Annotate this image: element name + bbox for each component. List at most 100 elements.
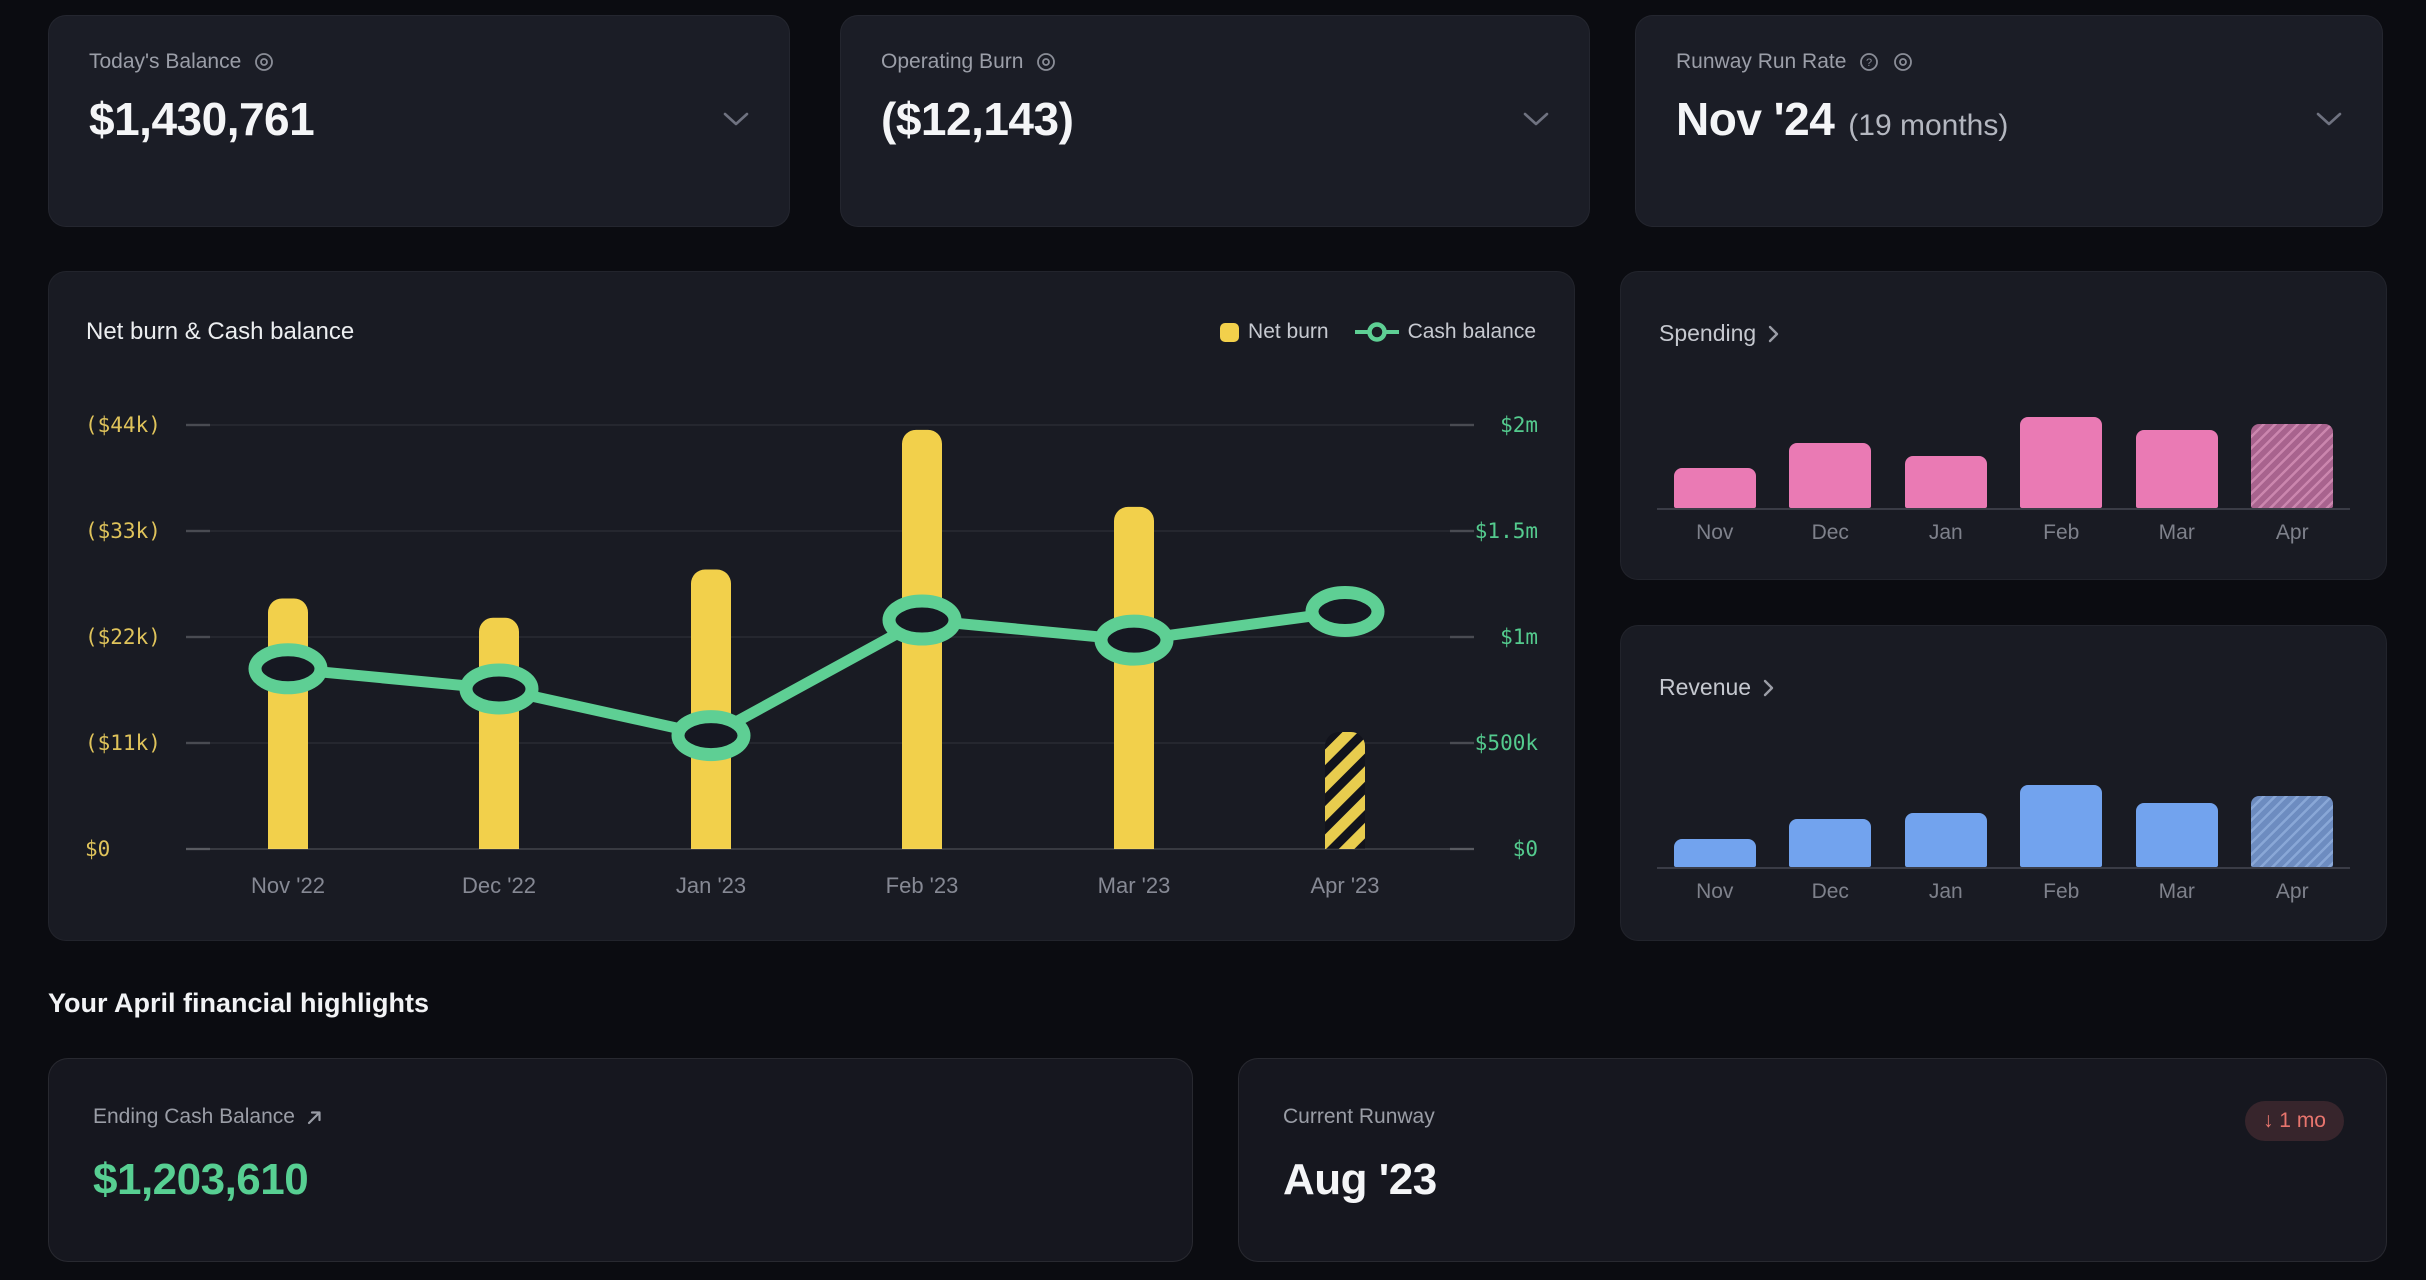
chevron-right-icon [1763, 679, 1774, 696]
chevron-down-icon[interactable] [1523, 112, 1549, 127]
revenue-label-Apr: Apr [2275, 880, 2309, 903]
legend-item-cash-balance[interactable]: Cash balance [1354, 320, 1536, 344]
cash-balance-marker-Feb '23 [882, 594, 962, 646]
spending-label-Dec: Dec [1811, 521, 1849, 544]
stat-card-todays-balance[interactable]: Today's Balance $1,430,761 [48, 15, 790, 227]
chart-title: Net burn & Cash balance [86, 318, 355, 345]
svg-text:($33k): ($33k) [85, 519, 161, 543]
spending-title: Spending [1659, 320, 1757, 346]
spending-axis-line [1657, 508, 2350, 510]
svg-text:$0: $0 [1513, 837, 1538, 861]
chevron-down-icon[interactable] [2316, 112, 2342, 127]
revenue-bar-Apr [2251, 796, 2334, 867]
cash-balance-marker-Jan '23 [671, 710, 751, 762]
revenue-axis-labels: Nov Dec Jan Feb Mar Apr [1657, 880, 2350, 904]
spending-label-Apr: Apr [2275, 521, 2309, 544]
revenue-slot [1657, 767, 1773, 867]
current-runway-card: Current Runway Aug '23 ↓ 1 mo [1238, 1058, 2387, 1262]
help-icon[interactable]: ? [1858, 51, 1880, 73]
revenue-bar-Mar [2135, 803, 2218, 867]
spending-axis-labels: Nov Dec Jan Feb Mar Apr [1657, 521, 2350, 545]
stat-value: Nov '24 [1676, 93, 1835, 145]
revenue-bar-Nov [1673, 839, 1756, 867]
revenue-link[interactable]: Revenue [1659, 674, 1774, 701]
net-burn-bar-Apr '23 [1325, 731, 1366, 849]
ending-cash-balance-link[interactable]: Ending Cash Balance [93, 1105, 324, 1129]
chevron-down-icon[interactable] [723, 112, 749, 127]
ending-cash-balance-card: Ending Cash Balance $1,203,610 [48, 1058, 1193, 1262]
net-burn-bar-Nov '22 [268, 598, 308, 849]
net-burn-bar-Mar '23 [1114, 506, 1154, 849]
stat-card-operating-burn[interactable]: Operating Burn ($12,143) [840, 15, 1590, 227]
svg-text:$1.5m: $1.5m [1475, 519, 1538, 543]
stat-card-runway-run-rate[interactable]: Runway Run Rate ? Nov '24 (19 months) [1635, 15, 2383, 227]
revenue-label-Feb: Feb [2043, 880, 2080, 903]
chevron-right-icon [1769, 325, 1779, 342]
net-burn-swatch-icon [1220, 322, 1240, 342]
eye-icon[interactable] [253, 51, 275, 73]
revenue-label-Mar: Mar [2158, 880, 2195, 903]
cash-balance-marker-Apr '23 [1305, 586, 1385, 638]
spending-label-Nov: Nov [1696, 521, 1734, 544]
svg-text:Mar '23: Mar '23 [1098, 873, 1171, 898]
svg-text:?: ? [1866, 57, 1872, 69]
net-burn-cash-balance-card: Net burn & Cash balance Net burn Cash ba… [48, 271, 1575, 941]
cash-balance-marker-icon [1354, 322, 1399, 342]
stat-label: Runway Run Rate [1676, 50, 1847, 73]
spending-slot [2004, 408, 2120, 508]
svg-text:Feb '23: Feb '23 [886, 873, 959, 898]
svg-text:Dec '22: Dec '22 [462, 873, 536, 898]
spending-slot [1888, 408, 2004, 508]
revenue-title: Revenue [1659, 674, 1752, 700]
stat-value-suffix: (19 months) [1848, 109, 2009, 142]
spending-chart [1657, 408, 2350, 508]
spending-label-Jan: Jan [1928, 521, 1963, 544]
svg-text:$0: $0 [85, 837, 110, 861]
eye-icon[interactable] [1892, 51, 1914, 73]
revenue-bar-Feb [2020, 785, 2103, 867]
revenue-slot [2004, 767, 2120, 867]
spending-slot [2119, 408, 2235, 508]
svg-text:$2m: $2m [1500, 413, 1538, 437]
arrow-up-right-icon [307, 1110, 321, 1124]
stat-value: $1,430,761 [89, 93, 315, 145]
spending-label-Feb: Feb [2043, 521, 2080, 544]
revenue-label-Nov: Nov [1696, 880, 1734, 903]
spending-bar-Apr [2251, 424, 2334, 508]
svg-text:Apr '23: Apr '23 [1310, 873, 1379, 898]
current-runway-value: Aug '23 [1283, 1155, 1437, 1204]
spending-bar-Jan [1904, 456, 1987, 508]
spending-card: Spending Nov Dec Jan Feb Mar Apr [1620, 271, 2387, 580]
cash-balance-marker-Nov '22 [248, 643, 328, 695]
cash-balance-marker-Dec '22 [459, 663, 539, 715]
revenue-card: Revenue Nov Dec Jan Feb Mar Apr [1620, 625, 2387, 941]
revenue-label-Jan: Jan [1928, 880, 1963, 903]
spending-slot [1773, 408, 1889, 508]
svg-text:$1m: $1m [1500, 625, 1538, 649]
current-runway-label-row: Current Runway [1283, 1105, 1435, 1128]
revenue-chart [1657, 767, 2350, 867]
chart-legend: Net burn Cash balance [1220, 320, 1536, 344]
net-burn-bar-Dec '22 [479, 617, 519, 849]
revenue-label-Dec: Dec [1811, 880, 1849, 903]
net-burn-cash-balance-chart: ($44k) ($33k) ($22k) ($11k) $0 $2m $1.5m $1m $50… [85, 413, 1538, 898]
spending-link[interactable]: Spending [1659, 320, 1779, 347]
net-burn-bar-Jan '23 [691, 569, 731, 849]
revenue-slot [1888, 767, 2004, 867]
svg-text:Nov '22: Nov '22 [251, 873, 325, 898]
svg-text:($11k): ($11k) [85, 731, 161, 755]
spending-slot [2235, 408, 2351, 508]
ending-cash-balance-value: $1,203,610 [93, 1155, 309, 1204]
stat-label: Today's Balance [89, 50, 242, 73]
eye-icon[interactable] [1035, 51, 1057, 73]
revenue-slot [2119, 767, 2235, 867]
highlights-heading: Your April financial highlights [48, 988, 430, 1018]
cash-balance-marker-Mar '23 [1094, 614, 1174, 666]
spending-label-Mar: Mar [2158, 521, 2195, 544]
stat-value: ($12,143) [881, 93, 1074, 145]
spending-bar-Dec [1789, 443, 1872, 508]
revenue-axis-line [1657, 867, 2350, 869]
spending-bar-Mar [2135, 430, 2218, 508]
legend-item-net-burn[interactable]: Net burn [1220, 320, 1329, 344]
revenue-bar-Jan [1904, 813, 1987, 867]
